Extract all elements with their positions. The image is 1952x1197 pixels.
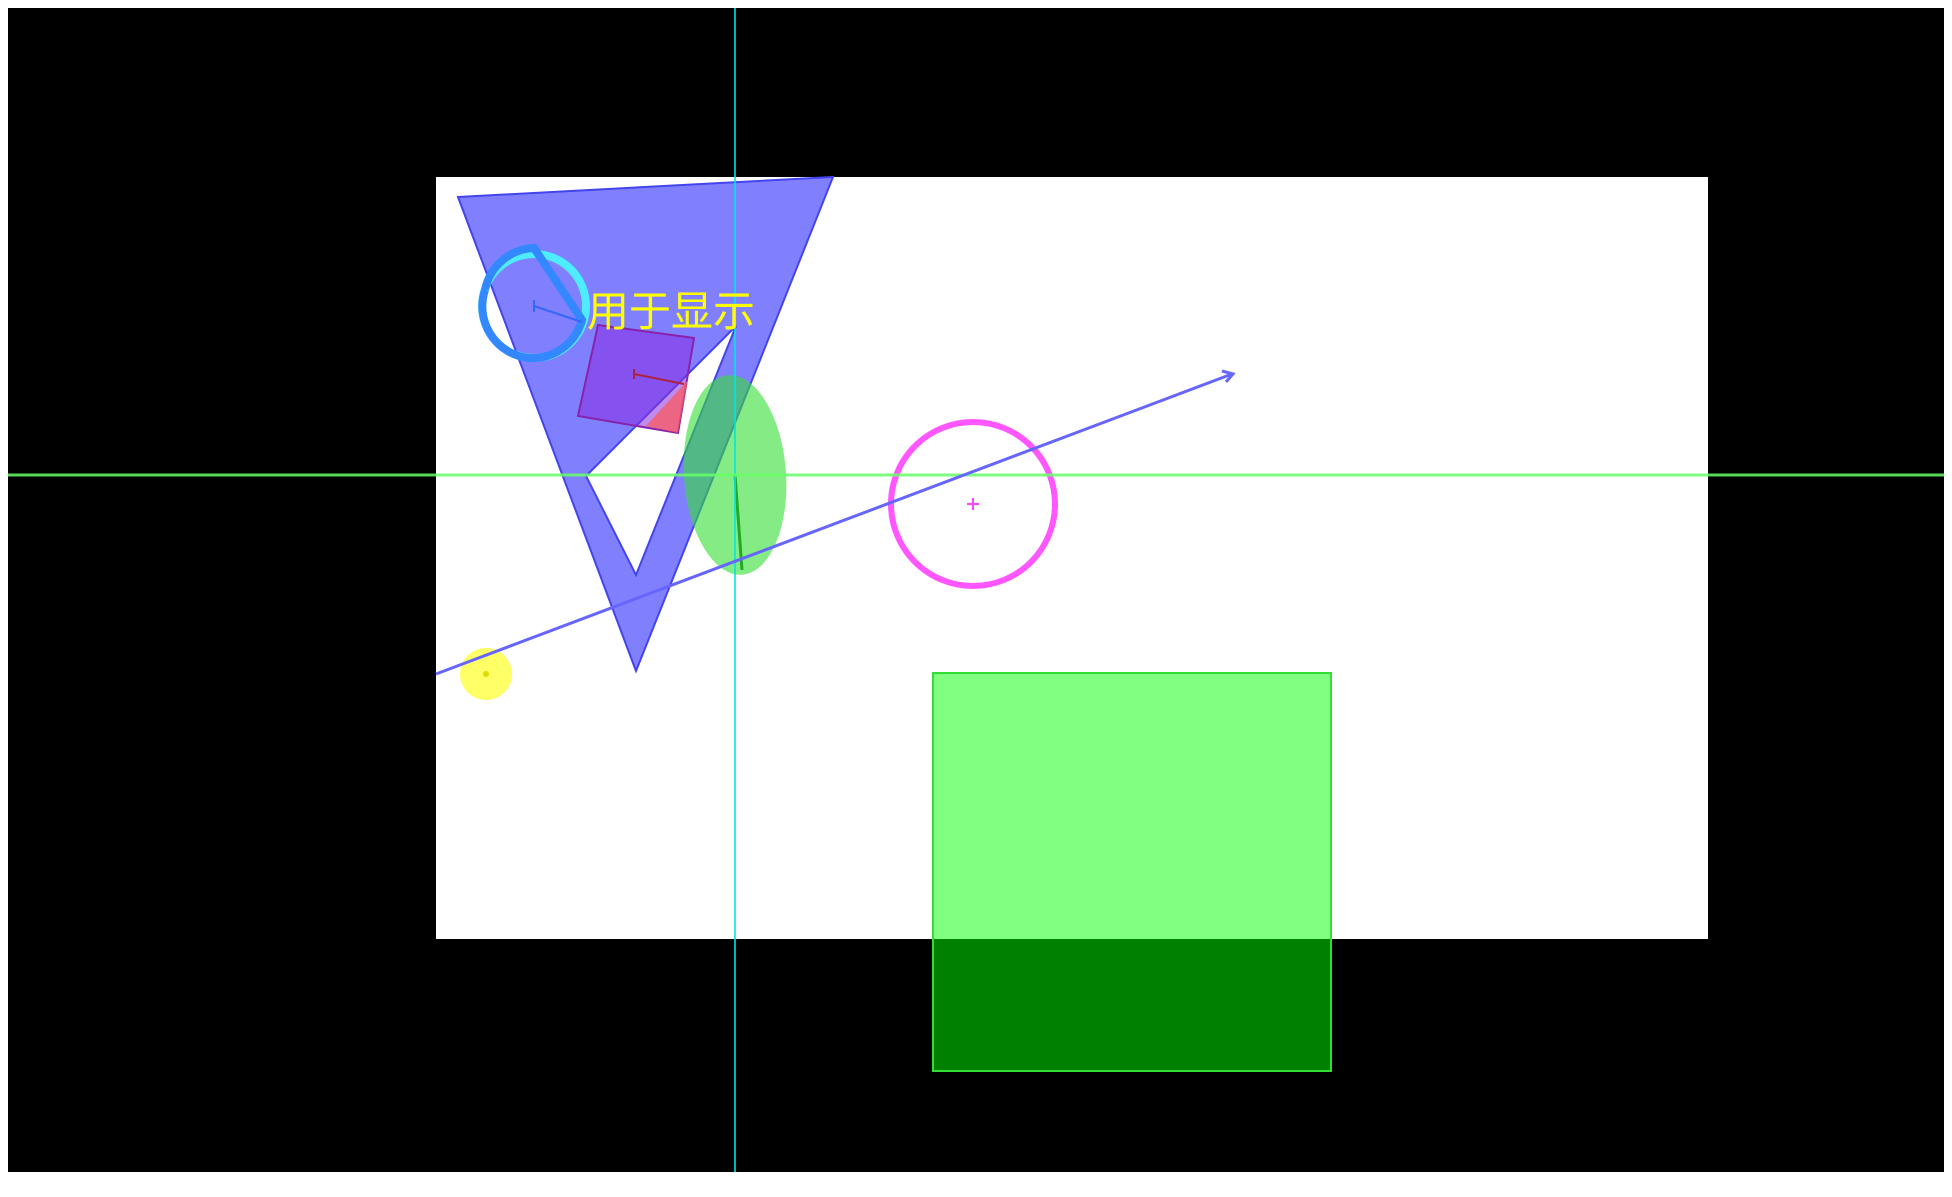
green-rectangle[interactable] bbox=[932, 672, 1332, 1072]
arc-ring[interactable] bbox=[478, 243, 590, 363]
arrow-line[interactable] bbox=[435, 369, 1236, 676]
rotated-square[interactable] bbox=[576, 323, 696, 435]
canvas-label: 用于显示 bbox=[587, 287, 755, 336]
